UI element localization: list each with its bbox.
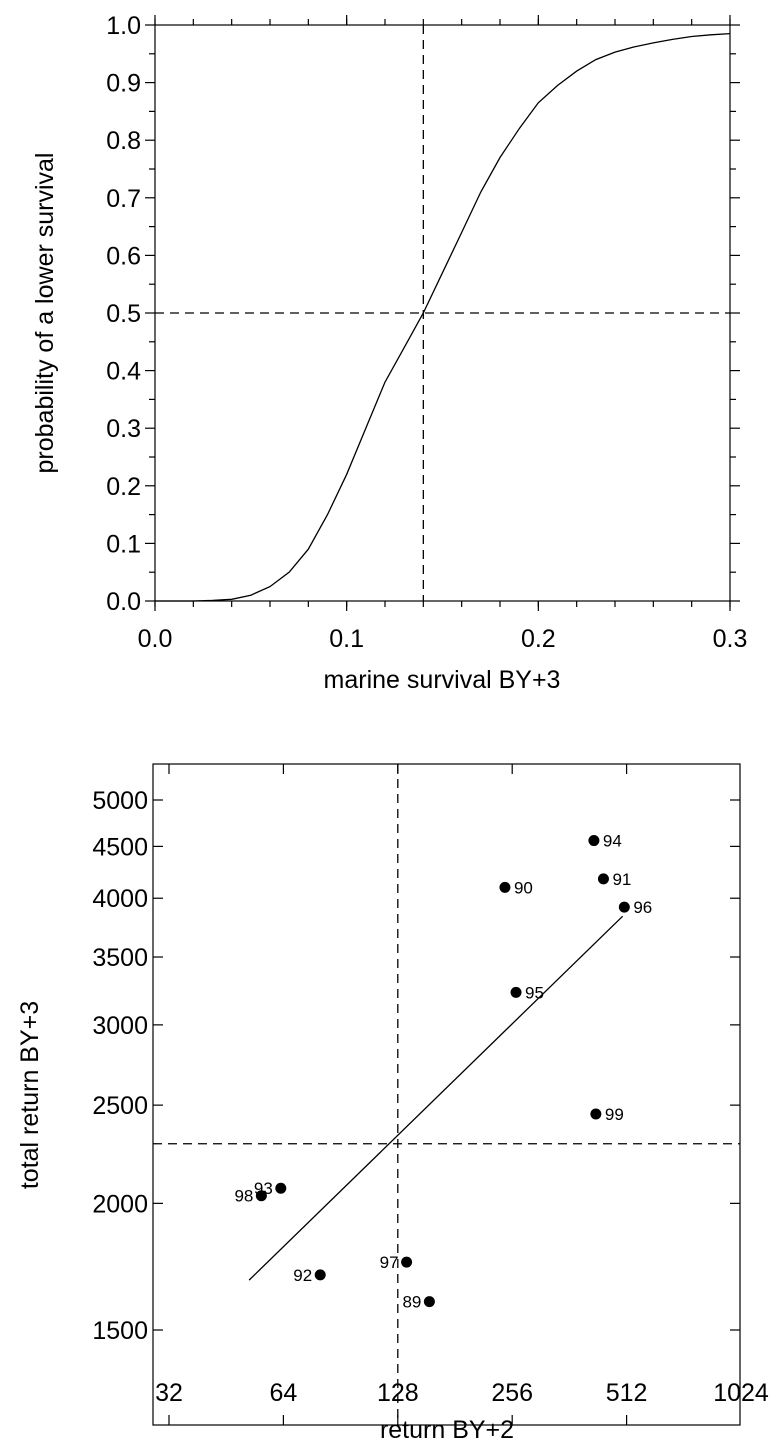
reference-lines bbox=[155, 25, 730, 601]
data-point bbox=[597, 873, 609, 885]
x-tick-label: 0.0 bbox=[138, 625, 173, 653]
point-label: 98 bbox=[234, 1187, 253, 1206]
point-label: 96 bbox=[633, 898, 652, 917]
y-tick-label: 3500 bbox=[92, 944, 148, 972]
data-point bbox=[255, 1190, 267, 1202]
x-axis-label: marine survival BY+3 bbox=[324, 666, 561, 694]
y-tick-label: 0.2 bbox=[106, 473, 141, 501]
plot-frame bbox=[152, 763, 741, 1426]
y-tick-label: 2500 bbox=[92, 1092, 148, 1120]
x-tick-label: 512 bbox=[606, 1379, 648, 1407]
y-axis-label: total return BY+3 bbox=[16, 1001, 44, 1189]
x-tick-labels: 32 64 128 256 512 1024 bbox=[155, 1379, 769, 1407]
y-tick-label: 0.1 bbox=[106, 530, 141, 558]
y-tick-label: 0.9 bbox=[106, 70, 141, 98]
y-tick-label: 3000 bbox=[92, 1012, 148, 1040]
y-tick-label: 0.5 bbox=[106, 300, 141, 328]
data-point bbox=[314, 1269, 326, 1281]
point-label: 97 bbox=[380, 1253, 399, 1272]
x-tick-label: 0.2 bbox=[521, 625, 556, 653]
x-tick-label: 1024 bbox=[713, 1379, 769, 1407]
x-tick-label: 32 bbox=[155, 1379, 183, 1407]
data-point bbox=[590, 1108, 602, 1120]
data-point bbox=[618, 901, 630, 913]
y-tick-label: 0.6 bbox=[106, 242, 141, 270]
y-tick-label: 1500 bbox=[92, 1317, 148, 1345]
y-tick-label: 5000 bbox=[92, 787, 148, 815]
cumulative-probability-line bbox=[155, 32, 731, 602]
survival-probability-chart: 0.0 0.1 0.2 0.3 0.0 0.1 0.2 0.3 0.4 0.5 0.6 0.7 0.8… bbox=[31, 12, 747, 694]
axis-ticks bbox=[153, 764, 740, 1425]
x-tick-label: 0.1 bbox=[329, 625, 364, 653]
return-scatter-chart: 32 64 128 256 512 1024 1500200025003000350040… bbox=[16, 763, 769, 1440]
reference-lines bbox=[153, 764, 740, 1425]
y-tick-label: 4500 bbox=[92, 833, 148, 861]
point-label: 91 bbox=[612, 870, 631, 889]
axis-ticks bbox=[145, 15, 740, 611]
y-tick-label: 1.0 bbox=[106, 12, 141, 40]
y-tick-labels: 0.0 0.1 0.2 0.3 0.4 0.5 0.6 0.7 0.8 0.9 1.0 bbox=[106, 12, 141, 616]
x-tick-labels: 0.0 0.1 0.2 0.3 bbox=[138, 625, 748, 653]
data-point bbox=[499, 881, 511, 893]
data-point bbox=[423, 1296, 435, 1308]
point-label: 95 bbox=[525, 983, 544, 1002]
point-label: 89 bbox=[402, 1293, 421, 1312]
data-point bbox=[588, 835, 600, 847]
y-tick-label: 4000 bbox=[92, 885, 148, 913]
y-tick-labels: 1500 2000 2500 3000 3500 4000 4500 5000 bbox=[92, 787, 148, 1345]
y-axis-label: probability of a lower survival bbox=[31, 153, 59, 474]
y-tick-label: 2000 bbox=[92, 1190, 148, 1218]
point-label: 90 bbox=[514, 878, 533, 897]
data-point bbox=[275, 1182, 287, 1194]
data-point bbox=[401, 1256, 413, 1268]
y-tick-label: 0.0 bbox=[106, 588, 141, 616]
x-tick-label: 256 bbox=[491, 1379, 533, 1407]
point-label: 99 bbox=[605, 1105, 624, 1124]
data-point bbox=[510, 986, 522, 998]
y-tick-label: 0.7 bbox=[106, 185, 141, 213]
regression-line bbox=[248, 915, 624, 1281]
x-axis-label: return BY+2 bbox=[380, 1416, 514, 1440]
point-label: 92 bbox=[293, 1266, 312, 1285]
y-tick-label: 0.4 bbox=[106, 358, 141, 386]
y-tick-label: 0.8 bbox=[106, 127, 141, 155]
point-label: 94 bbox=[603, 832, 622, 851]
x-tick-label: 0.3 bbox=[713, 625, 748, 653]
y-tick-label: 0.3 bbox=[106, 415, 141, 443]
x-tick-label: 64 bbox=[269, 1379, 297, 1407]
